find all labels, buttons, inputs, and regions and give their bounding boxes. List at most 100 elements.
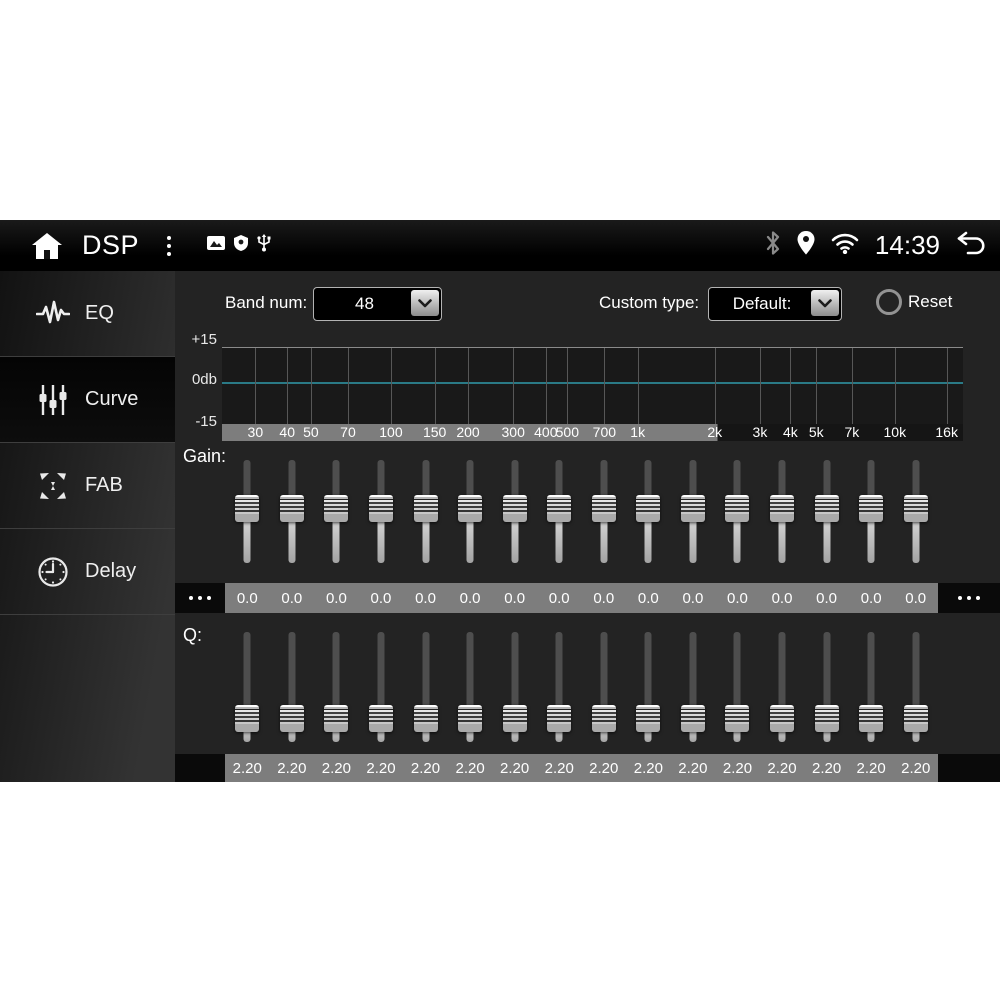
grid-line [468, 348, 469, 424]
q-slider[interactable] [403, 630, 448, 750]
q-slider[interactable] [804, 630, 849, 750]
eq-plot[interactable] [222, 347, 963, 424]
q-value-row: 2.20 2.20 2.20 2.20 2.20 2.20 2.20 2.20 2.20 2.20… [175, 754, 1000, 782]
slider-thumb-icon[interactable] [368, 495, 393, 522]
slider-thumb-icon[interactable] [547, 705, 572, 732]
slider-thumb-icon[interactable] [859, 495, 884, 522]
gain-slider[interactable] [893, 458, 938, 576]
slider-thumb-icon[interactable] [636, 495, 661, 522]
slider-thumb-icon[interactable] [279, 495, 304, 522]
slider-thumb-icon[interactable] [502, 705, 527, 732]
slider-thumb-icon[interactable] [680, 495, 705, 522]
usb-icon [257, 234, 271, 257]
slider-track-lower [689, 518, 697, 563]
more-bands-left-icon[interactable] [175, 583, 225, 613]
q-slider[interactable] [626, 630, 671, 750]
gain-slider[interactable] [225, 458, 270, 576]
band-num-dropdown[interactable]: 48 [313, 287, 442, 321]
back-icon[interactable] [956, 231, 986, 260]
gain-value: 0.0 [370, 589, 392, 607]
gain-slider[interactable] [537, 458, 582, 576]
slider-thumb-icon[interactable] [324, 495, 349, 522]
q-slider[interactable] [715, 630, 760, 750]
y-axis-zero-label: 0db [191, 371, 217, 388]
q-slider[interactable] [225, 630, 270, 750]
slider-thumb-icon[interactable] [368, 705, 393, 732]
slider-track-lower [511, 728, 519, 742]
slider-thumb-icon[interactable] [235, 495, 260, 522]
slider-thumb-icon[interactable] [903, 495, 928, 522]
slider-thumb-icon[interactable] [502, 495, 527, 522]
q-slider[interactable] [359, 630, 404, 750]
gain-slider[interactable] [359, 458, 404, 576]
more-bands-right-icon[interactable] [938, 583, 1000, 613]
q-slider[interactable] [760, 630, 805, 750]
slider-thumb-icon[interactable] [814, 705, 839, 732]
reset-radio[interactable] [876, 289, 902, 315]
q-slider[interactable] [537, 630, 582, 750]
q-slider[interactable] [270, 630, 315, 750]
gain-value: 0.0 [860, 589, 882, 607]
slider-thumb-icon[interactable] [725, 705, 750, 732]
slider-thumb-icon[interactable] [324, 705, 349, 732]
slider-track-upper [733, 460, 741, 500]
slider-thumb-icon[interactable] [458, 495, 483, 522]
slider-thumb-icon[interactable] [814, 495, 839, 522]
q-slider[interactable] [582, 630, 627, 750]
home-icon[interactable] [30, 229, 64, 263]
slider-thumb-icon[interactable] [680, 705, 705, 732]
slider-track-upper [600, 460, 608, 500]
gain-slider[interactable] [492, 458, 537, 576]
slider-thumb-icon[interactable] [279, 705, 304, 732]
slider-track-upper [600, 632, 608, 712]
freq-tick-label: 30 [247, 424, 264, 440]
grid-line [545, 348, 547, 424]
slider-thumb-icon[interactable] [413, 705, 438, 732]
slider-track-lower [422, 518, 430, 563]
q-slider[interactable] [448, 630, 493, 750]
gain-slider[interactable] [448, 458, 493, 576]
gain-slider[interactable] [671, 458, 716, 576]
sidebar: EQ Curve FAB Delay [0, 271, 175, 782]
sidebar-item-curve[interactable]: Curve [0, 357, 175, 443]
slider-thumb-icon[interactable] [235, 705, 260, 732]
q-slider[interactable] [893, 630, 938, 750]
slider-thumb-icon[interactable] [770, 705, 795, 732]
q-slider[interactable] [314, 630, 359, 750]
slider-thumb-icon[interactable] [725, 495, 750, 522]
grid-line [604, 348, 606, 424]
slider-thumb-icon[interactable] [458, 705, 483, 732]
slider-thumb-icon[interactable] [903, 705, 928, 732]
slider-thumb-icon[interactable] [591, 705, 616, 732]
q-slider[interactable] [849, 630, 894, 750]
custom-type-value: Default: [732, 294, 792, 313]
sidebar-item-delay[interactable]: Delay [0, 529, 175, 615]
gain-slider[interactable] [626, 458, 671, 576]
gain-slider[interactable] [270, 458, 315, 576]
slider-track-upper [778, 632, 786, 712]
slider-thumb-icon[interactable] [636, 705, 661, 732]
custom-type-dropdown[interactable]: Default: [708, 287, 842, 321]
gain-slider[interactable] [715, 458, 760, 576]
gain-slider[interactable] [760, 458, 805, 576]
slider-thumb-icon[interactable] [547, 495, 572, 522]
sidebar-item-eq[interactable]: EQ [0, 271, 175, 357]
gain-slider[interactable] [314, 458, 359, 576]
slider-thumb-icon[interactable] [413, 495, 438, 522]
status-bar: DSP [0, 220, 1000, 271]
q-slider[interactable] [492, 630, 537, 750]
slider-thumb-icon[interactable] [770, 495, 795, 522]
gain-slider[interactable] [804, 458, 849, 576]
chevron-down-icon[interactable] [411, 290, 439, 316]
slider-thumb-icon[interactable] [859, 705, 884, 732]
gain-slider[interactable] [849, 458, 894, 576]
y-axis-max-label: +15 [191, 331, 217, 348]
sidebar-item-fab[interactable]: FAB [0, 443, 175, 529]
chevron-down-icon[interactable] [811, 290, 839, 316]
q-slider[interactable] [671, 630, 716, 750]
overflow-menu-icon[interactable] [163, 232, 175, 260]
gain-slider[interactable] [403, 458, 448, 576]
grid-line [714, 348, 716, 424]
slider-thumb-icon[interactable] [591, 495, 616, 522]
gain-slider[interactable] [582, 458, 627, 576]
